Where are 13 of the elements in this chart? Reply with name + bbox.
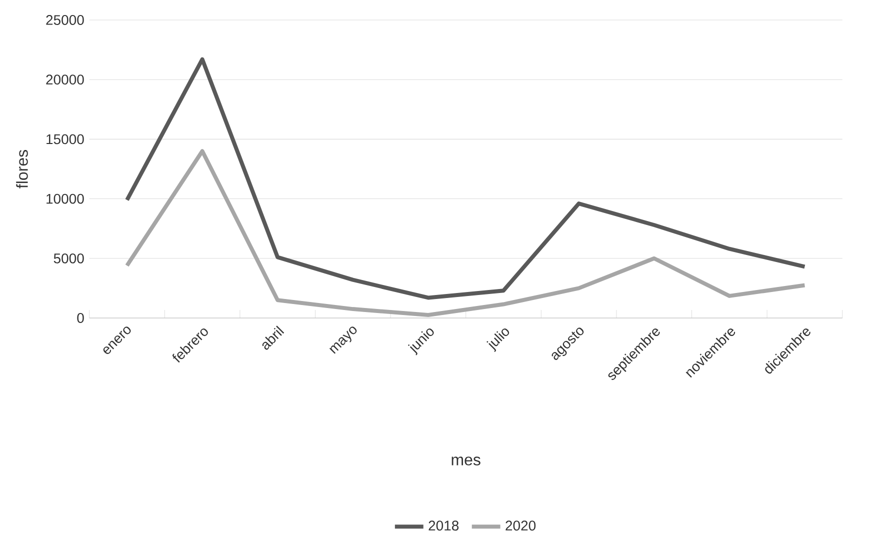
y-tick-label: 15000 [46, 134, 84, 144]
line-series [125, 57, 807, 300]
y-axis-title: flores [16, 150, 28, 188]
y-tick-label: 10000 [46, 194, 84, 204]
x-axis-title: mes [452, 456, 480, 466]
x-tick-label: julio [486, 328, 510, 352]
y-tick-label: 0 [77, 313, 84, 323]
line-series [125, 149, 807, 318]
y-tick-label: 20000 [46, 74, 84, 85]
legend-label: 2018 [428, 520, 459, 531]
legend-label: 2020 [506, 520, 536, 531]
y-tick-label: 5000 [54, 253, 84, 264]
y-tick-label: 25000 [46, 15, 84, 25]
